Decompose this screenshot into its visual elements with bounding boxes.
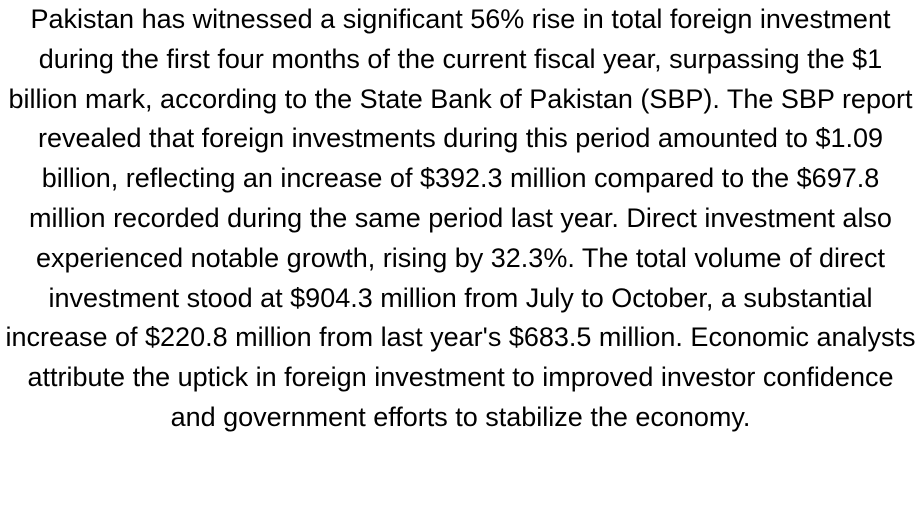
article-body: Pakistan has witnessed a significant 56%… (5, 4, 916, 432)
